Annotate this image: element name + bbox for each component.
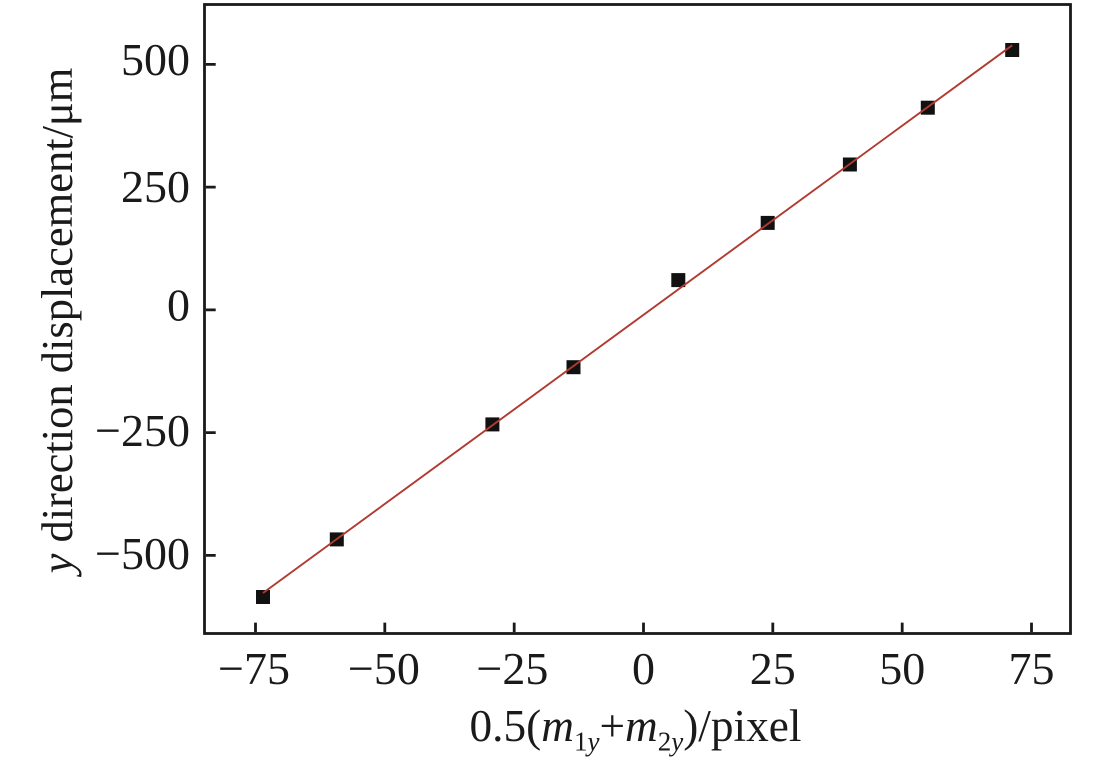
svg-text:−75: −75 [218,643,290,694]
svg-text:y direction displacement/μm: y direction displacement/μm [32,68,82,578]
svg-text:0.5(m1y+m2y)/pixel: 0.5(m1y+m2y)/pixel [470,701,802,757]
svg-text:−500: −500 [95,528,190,579]
svg-text:−250: −250 [95,405,190,456]
svg-text:250: 250 [121,161,190,212]
svg-text:25: 25 [750,643,796,694]
svg-text:0: 0 [632,643,655,694]
svg-text:−50: −50 [348,643,420,694]
svg-text:75: 75 [1009,643,1055,694]
svg-text:50: 50 [879,643,925,694]
svg-text:500: 500 [121,34,190,85]
svg-text:−25: −25 [476,643,548,694]
svg-text:0: 0 [167,279,190,330]
